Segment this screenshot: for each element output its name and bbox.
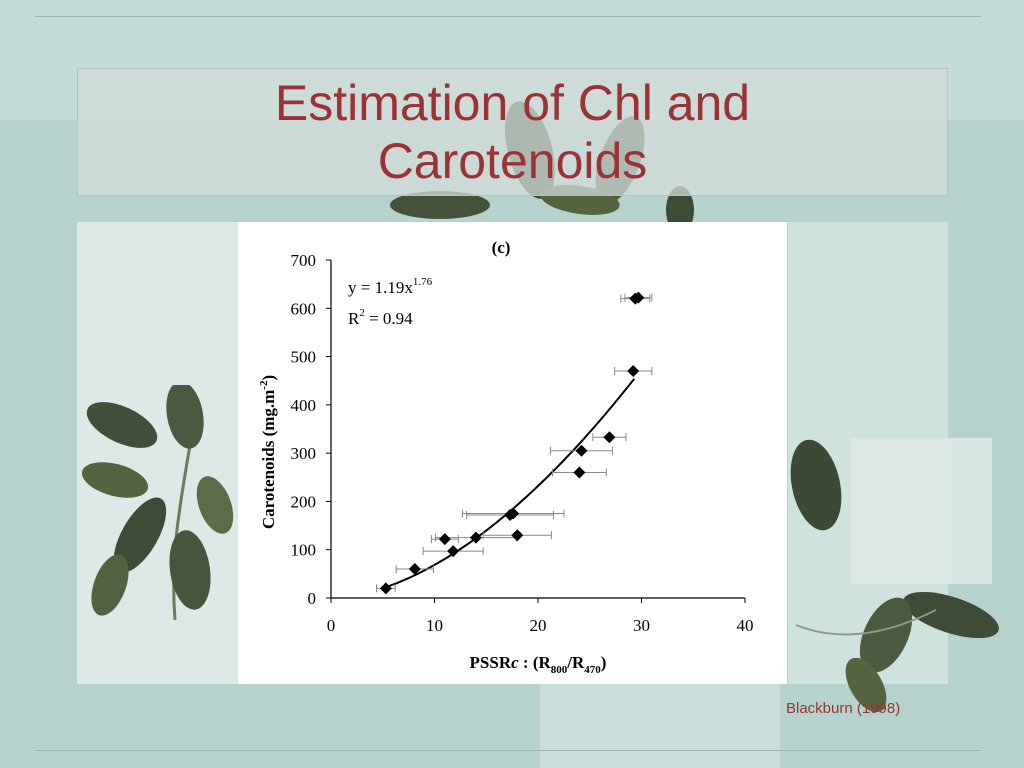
x-axis-label-italic: c bbox=[511, 653, 519, 672]
data-point bbox=[469, 531, 482, 544]
y-tick-label: 700 bbox=[291, 251, 317, 270]
r-squared-sup: 2 bbox=[359, 307, 365, 319]
y-axis-label-end: ) bbox=[259, 375, 278, 381]
x-axis-label: PSSRc : (R800/R470) bbox=[470, 653, 607, 676]
data-point bbox=[379, 582, 392, 595]
scatter-chart: (c) 0 10 20 30 40 0 100 200 300 400 500 600 700 y =… bbox=[258, 238, 754, 676]
data-point bbox=[632, 291, 645, 304]
data-point bbox=[408, 563, 421, 576]
fit-equation-exponent: 1.76 bbox=[413, 276, 433, 288]
y-axis-label-main: Carotenoids (mg.m bbox=[259, 390, 278, 529]
y-tick-label: 400 bbox=[291, 396, 317, 415]
x-tick-label: 40 bbox=[737, 616, 754, 635]
data-point bbox=[511, 529, 524, 542]
y-tick-label: 600 bbox=[291, 299, 317, 318]
x-tick-label: 30 bbox=[633, 616, 650, 635]
x-axis-label-slash: /R bbox=[566, 653, 585, 672]
y-tick-label: 0 bbox=[308, 589, 317, 608]
background-lower-panel bbox=[540, 684, 780, 768]
x-axis-label-sub1: 800 bbox=[551, 664, 568, 676]
top-divider-line bbox=[35, 16, 981, 17]
y-tick-label: 300 bbox=[291, 444, 317, 463]
chart-title: (c) bbox=[492, 238, 511, 257]
data-point bbox=[447, 545, 460, 558]
x-axis-label-sub2: 470 bbox=[584, 664, 601, 676]
slide-title-box: Estimation of Chl and Carotenoids bbox=[77, 68, 948, 196]
fit-equation-base: y = 1.19x bbox=[348, 278, 413, 297]
slide-title: Estimation of Chl and Carotenoids bbox=[274, 75, 751, 189]
x-tick-label: 20 bbox=[530, 616, 547, 635]
y-tick-label: 100 bbox=[291, 541, 317, 560]
plant-left-illustration bbox=[81, 385, 234, 621]
x-tick-label: 10 bbox=[426, 616, 443, 635]
citation: Blackburn (1998) bbox=[786, 700, 901, 717]
chart-figure: (c) 0 10 20 30 40 0 100 200 300 400 500 600 700 y =… bbox=[238, 222, 787, 684]
y-axis-label: Carotenoids (mg.m-2) bbox=[258, 375, 278, 529]
y-axis-label-sup: -2 bbox=[258, 380, 270, 390]
x-axis-label-mid: : (R bbox=[519, 653, 552, 672]
r-squared-label: R bbox=[348, 309, 360, 328]
y-tick-label: 200 bbox=[291, 492, 317, 511]
fit-curve bbox=[384, 378, 636, 589]
bottom-divider-line bbox=[35, 750, 981, 751]
x-tick-label: 0 bbox=[327, 616, 336, 635]
r-squared-value: = 0.94 bbox=[365, 309, 413, 328]
x-axis-label-main: PSSR bbox=[470, 653, 512, 672]
y-tick-label: 500 bbox=[291, 348, 317, 367]
data-point bbox=[507, 507, 520, 520]
data-point bbox=[438, 533, 451, 546]
r-squared: R2 = 0.94 bbox=[348, 307, 413, 328]
data-point bbox=[573, 466, 586, 479]
plant-right-illustration bbox=[790, 439, 999, 713]
data-point bbox=[575, 444, 588, 457]
data-point bbox=[603, 431, 616, 444]
fit-equation: y = 1.19x1.76 bbox=[348, 276, 433, 297]
background-square bbox=[850, 438, 992, 584]
x-axis-label-end: ) bbox=[601, 653, 607, 672]
data-point bbox=[627, 365, 640, 378]
